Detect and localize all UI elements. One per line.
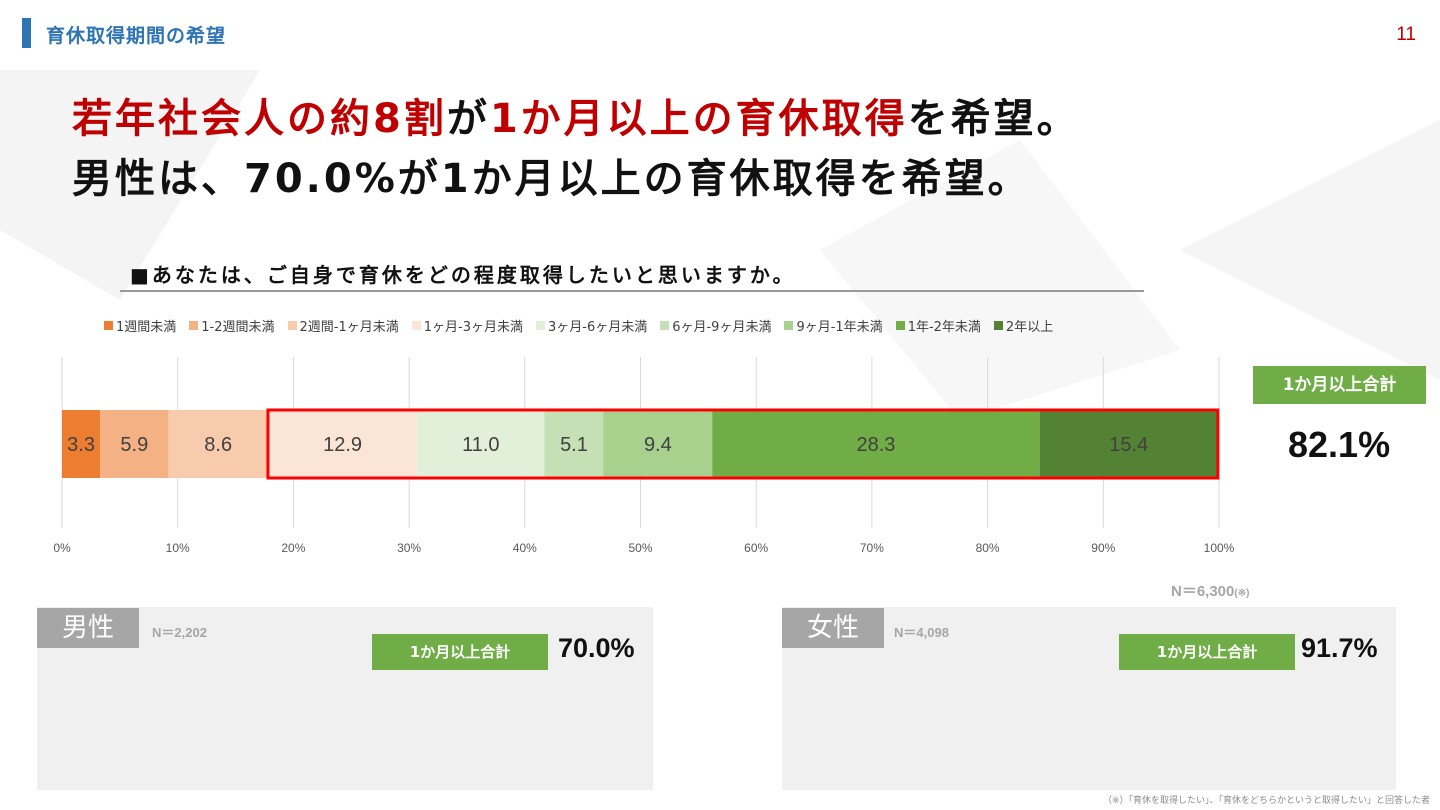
x-tick-label: 30% (397, 541, 421, 555)
female-percentage: 91.7% (1301, 633, 1378, 663)
legend-item: 1ヶ月-3ヶ月未満 (411, 316, 523, 335)
question-underline (120, 290, 1144, 292)
bar-segment (100, 410, 169, 478)
legend-item: 1週間未満 (104, 316, 176, 335)
headline-line-2: 男性は、70.0%が1か月以上の育休取得を希望。 (72, 156, 1031, 202)
total-sample-size: N＝6,300(※) (1171, 580, 1249, 601)
total-badge: 1か月以上合計 (1253, 366, 1426, 404)
legend-label: 6ヶ月-9ヶ月未満 (672, 320, 772, 335)
legend-swatch (535, 321, 545, 330)
headline-segment: 1か月以上の育休取得 (489, 96, 908, 142)
data-label: 11.0 (462, 434, 499, 456)
survey-question: ■あなたは、ご自身で育休をどの程度取得したいと思いますか。 (130, 263, 796, 287)
legend-label: 1年-2年未満 (907, 320, 981, 335)
legend-item: 2週間-1ヶ月未満 (287, 316, 399, 335)
legend-swatch (189, 321, 199, 330)
legend-label: 1-2週間未満 (201, 320, 275, 335)
data-label: 5.9 (120, 434, 148, 456)
bar-segment (168, 410, 268, 478)
x-tick-label: 60% (744, 541, 768, 555)
legend-swatch (784, 321, 794, 330)
total-n-note: (※) (1234, 588, 1250, 599)
legend-item: 3ヶ月-6ヶ月未満 (535, 316, 648, 335)
x-tick-label: 10% (166, 541, 190, 555)
bar-segment (712, 410, 1040, 478)
legend-label: 3ヶ月-6ヶ月未満 (547, 320, 648, 335)
legend-swatch (895, 321, 905, 330)
male-percentage: 70.0% (558, 633, 635, 663)
footnote: （※）「育休を取得したい」、「育休をどちらかというと取得したい」と回答した者 (1102, 796, 1430, 806)
bar-segment (603, 410, 713, 478)
legend-label: 9ヶ月-1年未満 (796, 320, 883, 335)
bar-segment (1039, 410, 1218, 478)
section-title: 育休取得期間の希望 (46, 25, 227, 47)
legend-item: 2年以上 (993, 316, 1054, 335)
male-panel (37, 607, 653, 790)
data-label: 12.9 (323, 434, 362, 456)
legend-label: 1週間未満 (116, 320, 177, 335)
headline-segment: が (446, 96, 490, 142)
x-tick-label: 70% (860, 541, 884, 555)
bar-segment (544, 410, 604, 478)
total-n-value: N＝6,300 (1171, 583, 1235, 600)
data-label: 9.4 (644, 434, 672, 456)
legend-swatch (287, 321, 297, 330)
legend-label: 2年以上 (1005, 320, 1054, 335)
male-badge: 1か月以上合計 (372, 634, 548, 670)
legend-item: 6ヶ月-9ヶ月未満 (660, 316, 771, 335)
legend-swatch (104, 321, 113, 330)
data-label: 3.3 (67, 434, 95, 456)
bar-segment (267, 410, 418, 478)
data-label: 8.6 (204, 434, 232, 456)
male-sample-size: N＝2,202 (152, 625, 207, 640)
legend-label: 2週間-1ヶ月未満 (299, 320, 399, 335)
x-tick-label: 80% (976, 541, 1000, 555)
section-accent-bar (22, 18, 31, 48)
legend-item: 1年-2年未満 (895, 316, 981, 335)
male-tag: 男性 (37, 608, 139, 648)
female-badge: 1か月以上合計 (1119, 634, 1295, 670)
legend-label: 1ヶ月-3ヶ月未満 (423, 320, 523, 335)
x-tick-label: 90% (1091, 541, 1115, 555)
chart-legend: 1週間未満 1-2週間未満 2週間-1ヶ月未満 1ヶ月-3ヶ月未満 3ヶ月-6ヶ月未満 6… (104, 316, 1053, 335)
page-number: 11 (1396, 24, 1416, 45)
legend-swatch (411, 321, 421, 330)
female-tag: 女性 (782, 608, 884, 648)
legend-item: 9ヶ月-1年未満 (784, 316, 883, 335)
data-label: 28.3 (856, 434, 895, 456)
female-sample-size: N＝4,098 (894, 625, 949, 640)
x-tick-label: 50% (628, 541, 652, 555)
data-label: 15.4 (1109, 434, 1148, 456)
x-tick-label: 20% (281, 541, 305, 555)
legend-swatch (993, 321, 1003, 330)
headline-segment: 若年社会人の約8割 (72, 96, 447, 142)
x-tick-label: 40% (513, 541, 537, 555)
headline-line-1: 若年社会人の約8割が1か月以上の育休取得を希望。 (72, 86, 1080, 144)
legend-swatch (660, 321, 670, 330)
legend-item: 1-2週間未満 (189, 316, 275, 335)
total-percentage: 82.1% (1288, 424, 1391, 465)
headline-segment: を希望。 (907, 96, 1080, 142)
bar-segment (62, 410, 101, 478)
bar-segment (417, 410, 545, 478)
data-label: 5.1 (560, 434, 588, 456)
highlight-frame (266, 408, 1220, 480)
x-tick-label: 100% (1204, 541, 1235, 555)
x-tick-label: 0% (53, 541, 71, 555)
